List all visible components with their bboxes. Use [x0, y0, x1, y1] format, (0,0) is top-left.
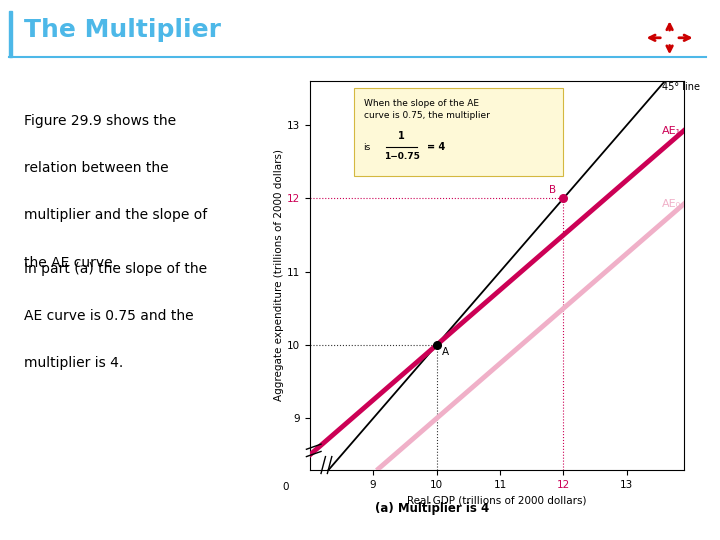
Text: multiplier is 4.: multiplier is 4.	[24, 356, 123, 370]
Text: The Multiplier: The Multiplier	[24, 18, 221, 42]
Text: 1: 1	[398, 131, 405, 141]
Text: 0: 0	[282, 482, 289, 492]
Text: 1−0.75: 1−0.75	[384, 152, 420, 161]
Text: 45° line: 45° line	[662, 83, 700, 92]
Text: relation between the: relation between the	[24, 161, 168, 176]
Text: B: B	[549, 185, 556, 195]
Text: AE₀: AE₀	[662, 199, 681, 209]
Text: When the slope of the AE
curve is 0.75, the multiplier: When the slope of the AE curve is 0.75, …	[364, 99, 490, 120]
Text: AE curve is 0.75 and the: AE curve is 0.75 and the	[24, 309, 193, 323]
FancyBboxPatch shape	[354, 89, 564, 177]
Text: is: is	[364, 143, 371, 152]
Text: multiplier and the slope of: multiplier and the slope of	[24, 208, 207, 222]
Text: In part (a) the slope of the: In part (a) the slope of the	[24, 262, 207, 276]
Text: AE₁: AE₁	[662, 125, 681, 136]
X-axis label: Real GDP (trillions of 2000 dollars): Real GDP (trillions of 2000 dollars)	[407, 495, 587, 505]
Y-axis label: Aggregate expenditure (trillions of 2000 dollars): Aggregate expenditure (trillions of 2000…	[274, 150, 284, 401]
Text: (a) Multiplier is 4: (a) Multiplier is 4	[375, 502, 489, 515]
Text: = 4: = 4	[427, 142, 445, 152]
Text: Figure 29.9 shows the: Figure 29.9 shows the	[24, 114, 176, 128]
Text: A: A	[441, 347, 449, 357]
Text: the AE curve.: the AE curve.	[24, 255, 117, 269]
